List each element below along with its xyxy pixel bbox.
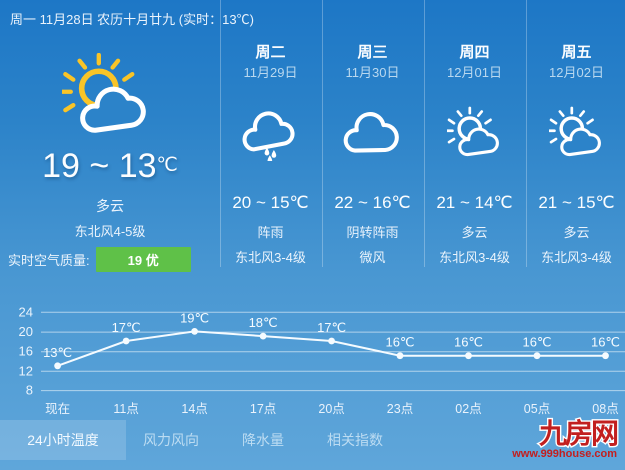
svg-text:16: 16 — [19, 344, 33, 359]
svg-text:13℃: 13℃ — [43, 345, 72, 360]
svg-text:16℃: 16℃ — [454, 335, 483, 350]
svg-text:17℃: 17℃ — [112, 320, 141, 335]
svg-text:16℃: 16℃ — [591, 335, 620, 350]
svg-text:17℃: 17℃ — [317, 320, 346, 335]
svg-text:19℃: 19℃ — [180, 310, 209, 325]
svg-text:12: 12 — [19, 363, 33, 378]
svg-text:8: 8 — [26, 383, 33, 398]
svg-text:18℃: 18℃ — [249, 315, 278, 330]
svg-text:www.999house.com: www.999house.com — [511, 448, 617, 459]
svg-text:16℃: 16℃ — [522, 335, 551, 350]
svg-text:24: 24 — [19, 304, 33, 319]
svg-text:九房网: 九房网 — [539, 417, 618, 449]
svg-text:16℃: 16℃ — [385, 335, 414, 350]
svg-text:20: 20 — [19, 324, 33, 339]
